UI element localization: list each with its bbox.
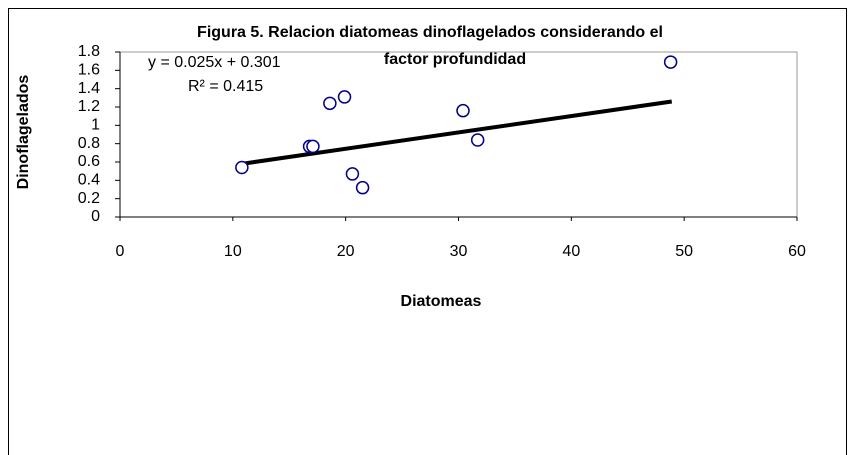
chart-border: [8, 8, 847, 455]
point: [355, 180, 370, 195]
point: [456, 103, 470, 118]
y-tick-label: 1: [91, 117, 100, 134]
x-tick-label: 0: [116, 243, 125, 260]
y-tick-label: 1.2: [78, 98, 100, 115]
trendline: [241, 99, 673, 166]
y-tick-label: 0.8: [78, 135, 100, 152]
x-tick-label: 50: [675, 243, 693, 260]
y-tick-label: 1.4: [78, 80, 100, 97]
x-tick-label: 30: [450, 243, 468, 260]
point: [306, 139, 320, 154]
y-tick-label: 0.2: [78, 190, 100, 207]
x-tick-label: 60: [788, 243, 806, 260]
y-axis-label: Dinoflagelados: [15, 75, 32, 190]
y-tick-label: 1.6: [78, 62, 100, 79]
chart-title: Figura 5. Relacion diatomeas dinoflagela…: [197, 24, 663, 41]
y-tick-label: 0: [91, 208, 100, 225]
point: [323, 96, 337, 111]
y-tick-label: 0.4: [78, 172, 100, 189]
chart-title: factor profundidad: [384, 51, 526, 68]
point: [663, 55, 678, 69]
trend-equation: y = 0.025x + 0.301: [148, 54, 281, 71]
trend-r2: R² = 0.415: [188, 78, 263, 95]
y-tick-label: 0.6: [78, 153, 100, 170]
point: [470, 133, 485, 147]
x-tick-label: 40: [562, 243, 580, 260]
point: [235, 160, 249, 175]
x-tick-label: 20: [337, 243, 355, 260]
x-tick-label: 10: [224, 243, 242, 260]
point: [345, 167, 360, 181]
x-axis-label: Diatomeas: [401, 293, 482, 310]
point: [337, 90, 352, 104]
y-tick-label: 1.8: [78, 43, 100, 60]
